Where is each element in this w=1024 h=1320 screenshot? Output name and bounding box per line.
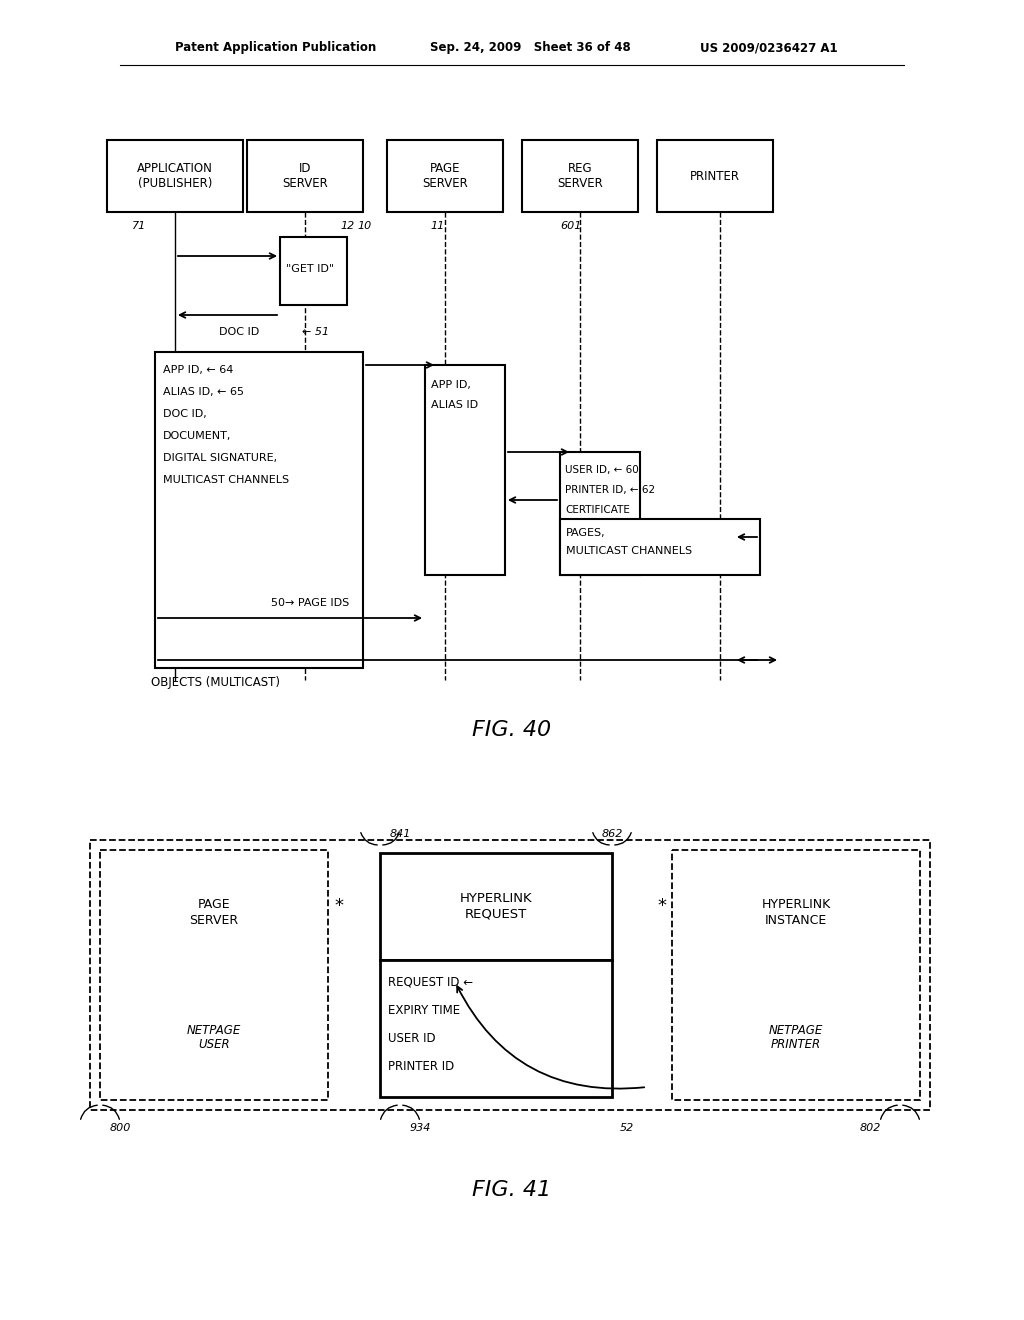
Text: EXPIRY TIME: EXPIRY TIME [388, 1003, 460, 1016]
Text: 934: 934 [410, 1123, 431, 1133]
Bar [560, 451, 640, 576]
Text: ID
SERVER: ID SERVER [283, 162, 328, 190]
Text: DOC ID: DOC ID [219, 327, 260, 337]
Text: CERTIFICATE: CERTIFICATE [565, 506, 630, 515]
Bar [522, 140, 638, 213]
Text: MULTICAST CHANNELS: MULTICAST CHANNELS [566, 546, 692, 556]
Bar [657, 140, 773, 213]
Text: MULTICAST CHANNELS: MULTICAST CHANNELS [163, 475, 289, 484]
Bar [155, 352, 362, 668]
Text: Patent Application Publication: Patent Application Publication [175, 41, 376, 54]
Text: US 2009/0236427 A1: US 2009/0236427 A1 [700, 41, 838, 54]
Bar [106, 140, 243, 213]
Text: 50→ PAGE IDS: 50→ PAGE IDS [271, 598, 349, 609]
Bar [560, 519, 760, 576]
Text: 802: 802 [860, 1123, 882, 1133]
Bar [100, 850, 328, 1100]
Bar [380, 960, 612, 1097]
Text: PRINTER ID: PRINTER ID [388, 1060, 455, 1072]
Text: HYPERLINK
INSTANCE: HYPERLINK INSTANCE [762, 899, 830, 927]
Text: FIG. 41: FIG. 41 [472, 1180, 552, 1200]
Bar [387, 140, 503, 213]
Text: 10: 10 [357, 220, 372, 231]
Text: USER ID: USER ID [388, 1031, 435, 1044]
Text: OBJECTS (MULTICAST): OBJECTS (MULTICAST) [151, 676, 280, 689]
Text: REG
SERVER: REG SERVER [557, 162, 603, 190]
Text: 71: 71 [132, 220, 146, 231]
Text: 12: 12 [340, 220, 354, 231]
Bar [90, 840, 930, 1110]
Text: *: * [657, 898, 666, 916]
Text: 841: 841 [390, 829, 412, 840]
Text: *: * [334, 898, 343, 916]
Text: REQUEST ID ←: REQUEST ID ← [388, 975, 473, 989]
Text: HYPERLINK
REQUEST: HYPERLINK REQUEST [460, 892, 532, 920]
Text: APP ID,: APP ID, [431, 380, 471, 389]
Text: 11: 11 [430, 220, 444, 231]
Text: PAGE
SERVER: PAGE SERVER [189, 899, 239, 927]
Bar [380, 853, 612, 960]
Text: PRINTER ID, ← 62: PRINTER ID, ← 62 [565, 484, 655, 495]
Text: 800: 800 [110, 1123, 131, 1133]
Text: USER ID, ← 60: USER ID, ← 60 [565, 465, 639, 475]
Text: ALIAS ID: ALIAS ID [431, 400, 478, 411]
Text: DOCUMENT,: DOCUMENT, [163, 432, 231, 441]
Text: ALIAS ID, ← 65: ALIAS ID, ← 65 [163, 387, 244, 397]
Text: NETPAGE
USER: NETPAGE USER [186, 1023, 241, 1052]
Bar [280, 238, 347, 305]
Text: PAGE
SERVER: PAGE SERVER [422, 162, 468, 190]
Text: DOC ID,: DOC ID, [163, 409, 207, 418]
Bar [247, 140, 362, 213]
Text: DIGITAL SIGNATURE,: DIGITAL SIGNATURE, [163, 453, 278, 463]
Text: "GET ID": "GET ID" [286, 264, 334, 275]
Text: PAGES,: PAGES, [566, 528, 605, 539]
Bar [672, 850, 920, 1100]
Text: FIG. 40: FIG. 40 [472, 719, 552, 741]
Text: PRINTER: PRINTER [690, 169, 740, 182]
Text: ← 51: ← 51 [302, 327, 329, 337]
Text: NETPAGE
PRINTER: NETPAGE PRINTER [769, 1023, 823, 1052]
Text: 52: 52 [620, 1123, 634, 1133]
Bar [425, 366, 505, 576]
Text: 601: 601 [560, 220, 582, 231]
Text: APPLICATION
(PUBLISHER): APPLICATION (PUBLISHER) [137, 162, 213, 190]
Text: APP ID, ← 64: APP ID, ← 64 [163, 366, 233, 375]
Text: 862: 862 [602, 829, 624, 840]
Text: Sep. 24, 2009   Sheet 36 of 48: Sep. 24, 2009 Sheet 36 of 48 [430, 41, 631, 54]
